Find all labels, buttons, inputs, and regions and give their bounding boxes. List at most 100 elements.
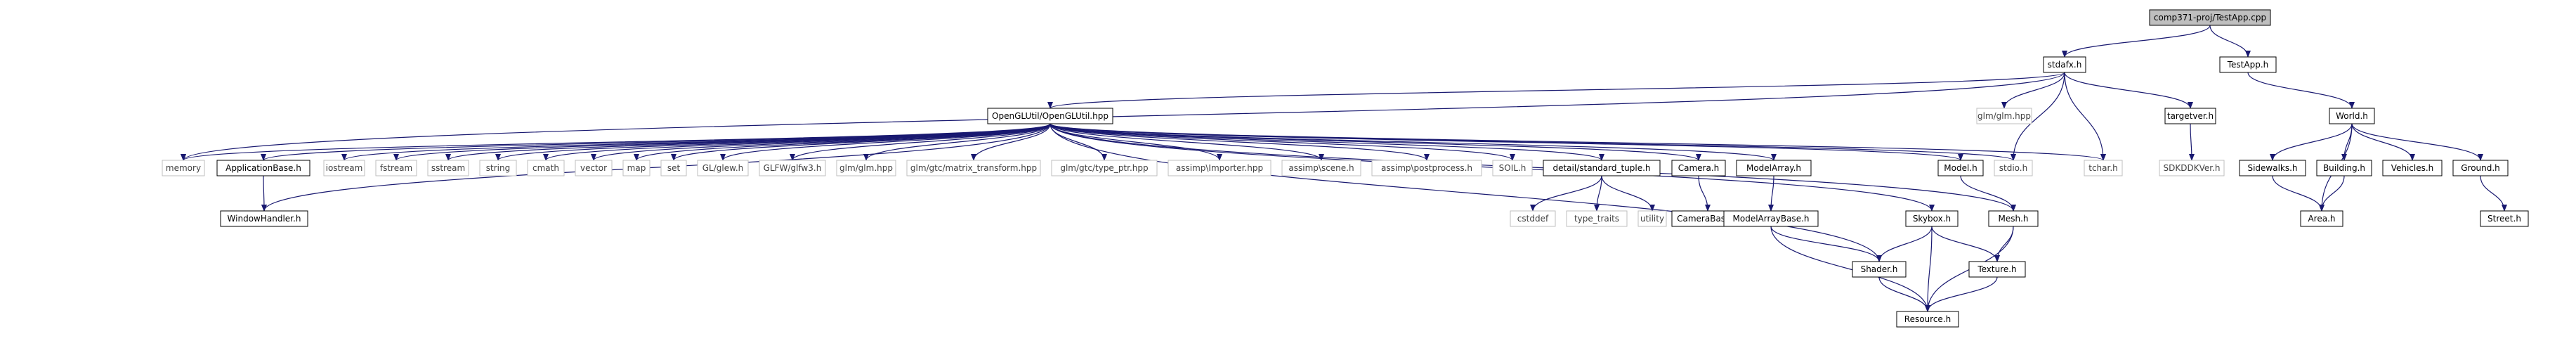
node-box <box>1994 160 2033 176</box>
node-label: glm/glm.hpp <box>1977 111 2031 121</box>
node-box[interactable] <box>2329 108 2375 124</box>
edge-world-to-ground <box>2351 123 2483 161</box>
node-model[interactable]: Model.h <box>1937 160 1984 176</box>
node-testapp[interactable]: TestApp.h <box>2219 56 2277 73</box>
node-box[interactable] <box>2382 160 2443 176</box>
node-box[interactable] <box>1543 160 1661 176</box>
node-label: CameraBase.h <box>1677 214 1739 224</box>
node-box <box>1510 210 1556 227</box>
node-box[interactable] <box>2164 108 2216 124</box>
node-memory: memory <box>162 160 205 176</box>
node-label: glm/glm.hpp <box>839 163 893 173</box>
node-targetver[interactable]: targetver.h <box>2164 108 2216 124</box>
node-vector: vector <box>575 160 613 176</box>
node-label: string <box>486 163 510 173</box>
node-modelarraybase[interactable]: ModelArrayBase.h <box>1723 210 1819 227</box>
edge-targetver-to-sdkddk <box>2188 123 2195 161</box>
node-box[interactable] <box>216 160 310 176</box>
node-label: Street.h <box>2487 214 2521 224</box>
node-label: glm/gtc/matrix_transform.hpp <box>910 163 1037 173</box>
node-box[interactable] <box>2219 56 2277 73</box>
node-label: ModelArray.h <box>1746 163 1801 173</box>
node-box[interactable] <box>2043 56 2086 73</box>
node-resource[interactable]: Resource.h <box>1896 311 1959 328</box>
node-label: cmath <box>532 163 559 173</box>
node-box[interactable] <box>2149 9 2271 26</box>
edge-openglutil-to-assimp_scene <box>1050 123 1324 161</box>
node-label: SDKDDKVer.h <box>2164 163 2221 173</box>
node-box[interactable] <box>1988 210 2039 227</box>
edge-openglutil-to-tcharh <box>1050 123 2106 161</box>
edge-world-to-vehicles <box>2351 123 2415 161</box>
node-box[interactable] <box>987 108 1113 124</box>
edge-building-to-area <box>2319 175 2345 212</box>
edge-mesh-to-texture <box>1994 226 2014 262</box>
node-box[interactable] <box>2316 160 2372 176</box>
node-label: OpenGLUtil/OpenGLUtil.hpp <box>992 111 1109 121</box>
node-box[interactable] <box>1905 210 1959 227</box>
edge-openglutil-to-modelarray <box>1050 123 1777 161</box>
node-box[interactable] <box>2300 210 2343 227</box>
edge-modelarray-to-modelarraybase <box>1768 175 1774 212</box>
node-set: set <box>660 160 687 176</box>
edge-openglutil-to-camera <box>1050 123 1701 161</box>
node-windowhandler[interactable]: WindowHandler.h <box>220 210 308 227</box>
node-world[interactable]: World.h <box>2329 108 2375 124</box>
node-box[interactable] <box>2239 160 2306 176</box>
edge-openglutil-to-fstream <box>393 123 1051 161</box>
edge-world-to-sidewalks <box>2270 123 2353 161</box>
node-box[interactable] <box>220 210 308 227</box>
node-vehicles[interactable]: Vehicles.h <box>2382 160 2443 176</box>
node-box <box>527 160 565 176</box>
edge-ground-to-street <box>2480 175 2507 212</box>
edge-openglutil-to-shader <box>1050 123 1882 262</box>
node-label: targetver.h <box>2167 111 2214 121</box>
node-label: map <box>627 163 646 173</box>
node-box[interactable] <box>2452 160 2509 176</box>
node-shader[interactable]: Shader.h <box>1852 261 1907 278</box>
node-appbase[interactable]: ApplicationBase.h <box>216 160 310 176</box>
node-root[interactable]: comp371-proj/TestApp.cpp <box>2149 9 2271 26</box>
node-ground[interactable]: Ground.h <box>2452 160 2509 176</box>
node-box[interactable] <box>1852 261 1907 278</box>
node-label: Mesh.h <box>1998 214 2028 224</box>
edge-stdafx-to-openglutil <box>1047 72 2065 109</box>
node-box[interactable] <box>1896 311 1959 328</box>
node-box[interactable] <box>1736 160 1812 176</box>
node-box[interactable] <box>1968 261 2026 278</box>
node-label: sstream <box>431 163 465 173</box>
node-mesh[interactable]: Mesh.h <box>1988 210 2039 227</box>
node-openglutil[interactable]: OpenGLUtil/OpenGLUtil.hpp <box>987 108 1113 124</box>
node-sdkddk: SDKDDKVer.h <box>2159 160 2225 176</box>
node-box[interactable] <box>1723 210 1819 227</box>
edge-openglutil-to-iostream <box>341 123 1051 161</box>
node-box <box>622 160 650 176</box>
node-box <box>1051 160 1158 176</box>
node-label: Camera.h <box>1678 163 1720 173</box>
node-box <box>1637 210 1667 227</box>
node-modelarray[interactable]: ModelArray.h <box>1736 160 1812 176</box>
node-building[interactable]: Building.h <box>2316 160 2372 176</box>
node-stdafx[interactable]: stdafx.h <box>2043 56 2086 73</box>
node-street[interactable]: Street.h <box>2480 210 2529 227</box>
edge-skybox-to-texture <box>1931 226 2000 262</box>
node-area[interactable]: Area.h <box>2300 210 2343 227</box>
edge-openglutil-to-glmmat <box>971 123 1051 161</box>
edge-skybox-to-resource <box>1925 226 1933 312</box>
node-texture[interactable]: Texture.h <box>1968 261 2026 278</box>
node-stdtuple[interactable]: detail/standard_tuple.h <box>1543 160 1661 176</box>
node-glmglm_std: glm/glm.hpp <box>1976 108 2032 124</box>
node-camera[interactable]: Camera.h <box>1671 160 1726 176</box>
edge-stdafx-to-glmglm_std <box>2001 72 2065 109</box>
node-label: Model.h <box>1944 163 1977 173</box>
node-skybox[interactable]: Skybox.h <box>1905 210 1959 227</box>
edge-modelarraybase-to-resource <box>1770 226 1930 312</box>
edge-root-to-testapp <box>2209 25 2251 58</box>
node-utility: utility <box>1637 210 1667 227</box>
node-box[interactable] <box>2480 210 2529 227</box>
node-label: fstream <box>380 163 412 173</box>
node-box[interactable] <box>1671 160 1726 176</box>
node-box[interactable] <box>1937 160 1984 176</box>
node-sidewalks[interactable]: Sidewalks.h <box>2239 160 2306 176</box>
edge-openglutil-to-assimp_post <box>1050 123 1430 161</box>
